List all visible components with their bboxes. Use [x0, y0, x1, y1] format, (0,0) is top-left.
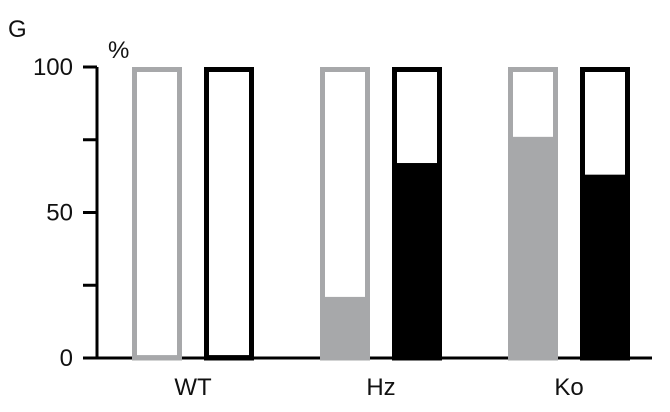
- bar-outline-hz-2: [392, 67, 442, 361]
- bar-outline-ko-2: [580, 67, 630, 361]
- x-tick-label-wt: WT: [174, 374, 212, 401]
- bar-fill-hz-2: [392, 163, 442, 358]
- bar-fill-ko-1: [508, 136, 558, 358]
- bar-outline-wt-2: [204, 67, 254, 361]
- y-tick-label: 100: [33, 54, 73, 81]
- bar-outline-wt-1: [132, 67, 182, 361]
- bar-fill-hz-1: [320, 296, 370, 358]
- y-tick-label: 50: [46, 200, 73, 227]
- y-tick-label: 0: [60, 345, 73, 372]
- bars: [132, 67, 630, 361]
- axes: [83, 65, 652, 360]
- y-unit-label: %: [108, 37, 129, 64]
- x-tick-label-hz: Hz: [366, 374, 395, 401]
- panel-label: G: [8, 16, 27, 43]
- bar-fill-ko-2: [580, 174, 630, 358]
- x-tick-label-ko: Ko: [554, 374, 583, 401]
- bar-outline-ko-1: [508, 67, 558, 361]
- bar-outline-hz-1: [320, 67, 370, 361]
- axis-labels: 0 50 100 WT Hz Ko: [33, 54, 584, 401]
